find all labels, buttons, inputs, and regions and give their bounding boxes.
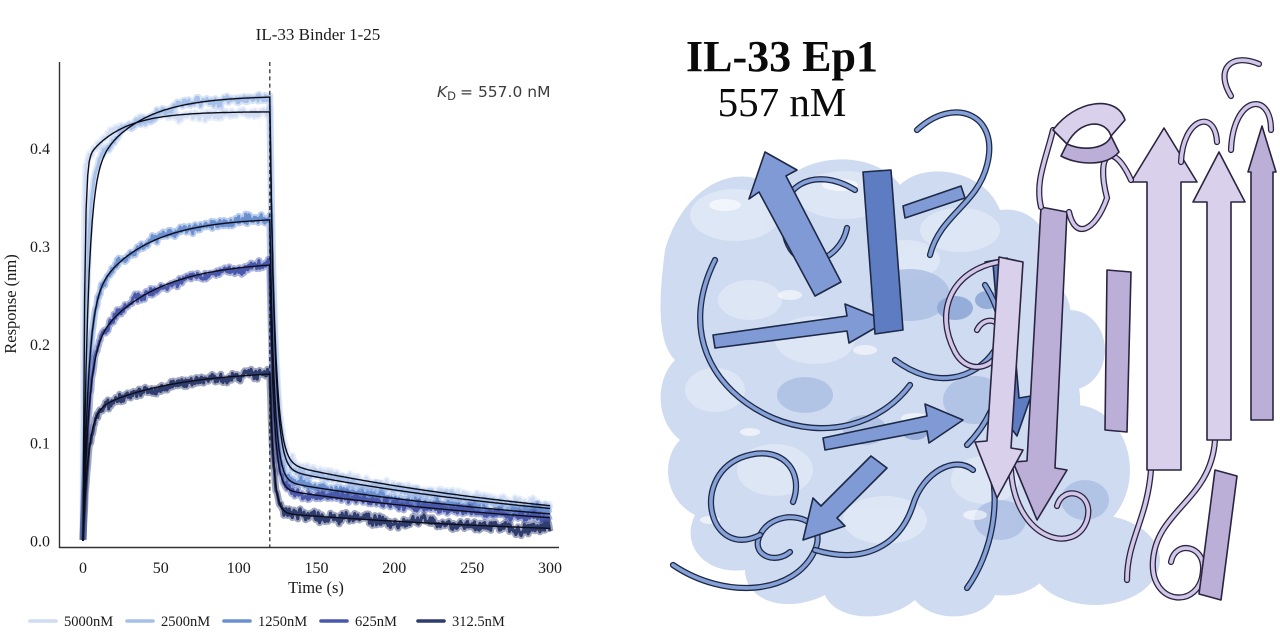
beta-strand: [1198, 469, 1238, 601]
y-tick-0.3: 0.3: [30, 239, 50, 256]
structure-subtitle: 557 nM: [717, 79, 847, 126]
legend-label-625nM: 625nM: [355, 614, 397, 630]
beta-strand: [1104, 269, 1132, 433]
loop: [1222, 58, 1261, 98]
trace-1250nM: [81, 212, 551, 539]
kd-symbol: K: [437, 83, 449, 101]
legend: 5000nM 2500nM 1250nM 625nM 312.5nM: [28, 614, 505, 630]
fit-curves: [82, 96, 551, 542]
y-tick-0.1: 0.1: [30, 435, 50, 452]
x-tick-50: 50: [153, 560, 169, 577]
y-axis-label: Response (nm): [1, 254, 20, 353]
fit-312.5nM: [82, 373, 551, 542]
beta-strand-arrow: [822, 403, 964, 451]
x-tick-100: 100: [227, 560, 251, 577]
x-tick-0: 0: [79, 560, 87, 577]
kd-value: = 557.0 nM: [460, 83, 550, 101]
legend-label-2500nM: 2500nM: [161, 614, 210, 630]
binder-cartoon: [946, 58, 1277, 601]
y-tick-0.0: 0.0: [30, 534, 50, 551]
legend-label-1250nM: 1250nM: [258, 614, 307, 630]
beta-strand-arrow: [712, 303, 888, 349]
structure-panel: IL-33 Ep1 557 nM: [655, 0, 1280, 639]
x-axis-label: Time (s): [288, 578, 344, 597]
chart-title: IL-33 Binder 1-25: [256, 25, 381, 44]
trace-2500nM: [81, 92, 552, 541]
fit-2500nM: [82, 96, 551, 542]
data-traces: [79, 90, 554, 541]
beta-strand-arrow: [1247, 125, 1277, 421]
beta-strand-arrow: [1012, 206, 1068, 521]
helix-ribbon: [1060, 135, 1120, 164]
fit-5000nM: [82, 111, 551, 542]
kd-annotation: KD = 557.0 nM: [437, 83, 550, 103]
structure-title: IL-33 Ep1: [686, 32, 878, 81]
y-tick-0.2: 0.2: [30, 337, 50, 354]
fit-1250nM: [82, 219, 551, 542]
x-tick-300: 300: [538, 560, 562, 577]
beta-strand: [862, 169, 904, 335]
beta-strand-arrow: [1130, 127, 1198, 471]
loop: [1069, 156, 1131, 229]
protein-structure-image: [660, 0, 1277, 617]
legend-label-5000nM: 5000nM: [64, 614, 113, 630]
kd-subscript: D: [447, 89, 456, 103]
beta-strand-arrow: [1192, 151, 1246, 441]
beta-strand-arrow: [802, 455, 888, 541]
x-tick-150: 150: [305, 560, 329, 577]
sensorgram-panel: IL-33 Binder 1-25 KD = 557.0 nM 0.0 0.1 0…: [1, 25, 562, 630]
loop: [1179, 119, 1219, 164]
helix-ribbon: [1052, 102, 1126, 145]
beta-strand-arrow: [748, 151, 842, 297]
fit-625nM: [82, 264, 551, 542]
sensorgram-chart: IL-33 Binder 1-25 KD = 557.0 nM 0.0 0.1 0…: [1, 25, 562, 630]
beta-strand-arrow: [974, 256, 1024, 499]
y-tick-0.4: 0.4: [30, 141, 50, 158]
il33-cartoon: [673, 112, 1032, 588]
beta-strand: [902, 185, 966, 219]
legend-label-312.5nM: 312.5nM: [452, 614, 505, 630]
x-tick-200: 200: [382, 560, 406, 577]
structure-heading: IL-33 Ep1 557 nM: [667, 32, 897, 126]
x-tick-250: 250: [460, 560, 484, 577]
